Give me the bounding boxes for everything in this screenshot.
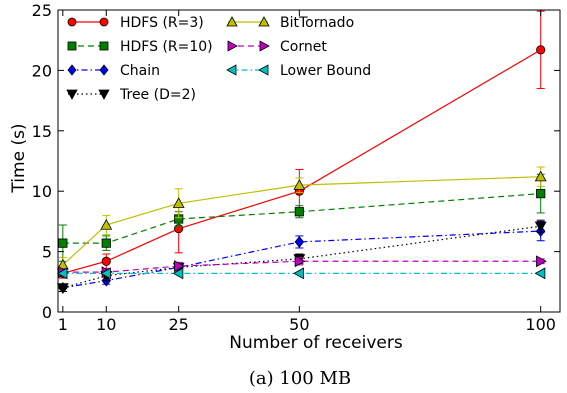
y-tick-label: 25: [32, 1, 52, 20]
plot-background: [58, 10, 560, 312]
legend-item-2: Chain: [67, 63, 160, 79]
plot-area: [58, 10, 560, 312]
x-tick-label: 10: [96, 315, 116, 334]
data-point: [536, 255, 547, 268]
data-point: [101, 256, 111, 266]
x-axis-label: Number of receivers: [229, 333, 403, 353]
legend-marker: [66, 89, 78, 100]
data-point: [101, 238, 111, 248]
legend-label: HDFS (R=10): [120, 39, 213, 55]
axes: 1 10 25 50 100 0 5 10 15 20 25: [32, 1, 561, 334]
y-tick-label: 10: [32, 182, 52, 201]
legend-marker: [67, 64, 77, 76]
data-point: [293, 267, 304, 280]
data-point: [172, 197, 185, 208]
data-point: [534, 170, 547, 182]
legend-marker: [67, 17, 77, 27]
legend-marker: [99, 41, 109, 51]
legend-marker: [99, 64, 109, 76]
data-point: [174, 260, 185, 273]
y-tick-label: 0: [42, 303, 52, 322]
data-point: [536, 189, 546, 199]
legend-marker: [99, 17, 109, 27]
legend-marker: [226, 16, 238, 27]
legend-marker: [258, 64, 269, 76]
series-6: [56, 267, 546, 280]
y-tick-label: 5: [42, 243, 52, 262]
legend-item-1: HDFS (R=10): [67, 39, 213, 55]
series-layer: [56, 10, 547, 294]
legend: HDFS (R=3) HDFS (R=10) Chain Tree (D=2) BitT…: [66, 15, 371, 103]
legend-label: BitTornado: [280, 15, 354, 31]
legend-label: HDFS (R=3): [120, 15, 204, 31]
data-point: [172, 267, 184, 280]
legend-item-4: BitTornado: [226, 15, 354, 31]
data-point: [100, 218, 113, 230]
x-tick-label: 1: [58, 315, 68, 334]
data-point: [56, 283, 69, 294]
chart-caption: (a) 100 MB: [249, 368, 351, 389]
legend-marker: [67, 41, 77, 51]
data-point: [100, 267, 111, 280]
legend-item-5: Cornet: [227, 39, 327, 55]
data-point: [293, 179, 306, 190]
legend-marker: [98, 89, 110, 100]
data-point: [534, 221, 547, 233]
data-point: [56, 267, 68, 280]
series-line: [62, 193, 541, 244]
axes-frame: [57, 9, 561, 313]
legend-item-6: Lower Bound: [226, 63, 371, 79]
legend-item-3: Tree (D=2): [66, 87, 196, 103]
legend-marker: [227, 40, 238, 52]
x-tick-label: 100: [525, 315, 556, 334]
legend-label: Lower Bound: [280, 63, 371, 79]
data-point: [294, 207, 304, 217]
legend-label: Cornet: [280, 39, 327, 55]
data-point: [294, 255, 306, 268]
x-tick-label: 25: [168, 315, 188, 334]
legend-label: Tree (D=2): [119, 87, 196, 103]
data-point: [294, 236, 305, 248]
data-point: [534, 267, 546, 280]
legend-marker: [226, 64, 237, 76]
legend-marker: [258, 16, 270, 27]
data-point: [536, 45, 546, 55]
data-point: [58, 238, 68, 248]
y-tick-label: 20: [32, 61, 52, 80]
x-tick-label: 50: [289, 315, 309, 334]
y-tick-label: 15: [32, 122, 52, 141]
legend-label: Chain: [120, 63, 160, 79]
y-axis-label: Time (s): [9, 123, 29, 193]
legend-marker: [259, 40, 270, 52]
legend-item-0: HDFS (R=3): [67, 15, 204, 31]
